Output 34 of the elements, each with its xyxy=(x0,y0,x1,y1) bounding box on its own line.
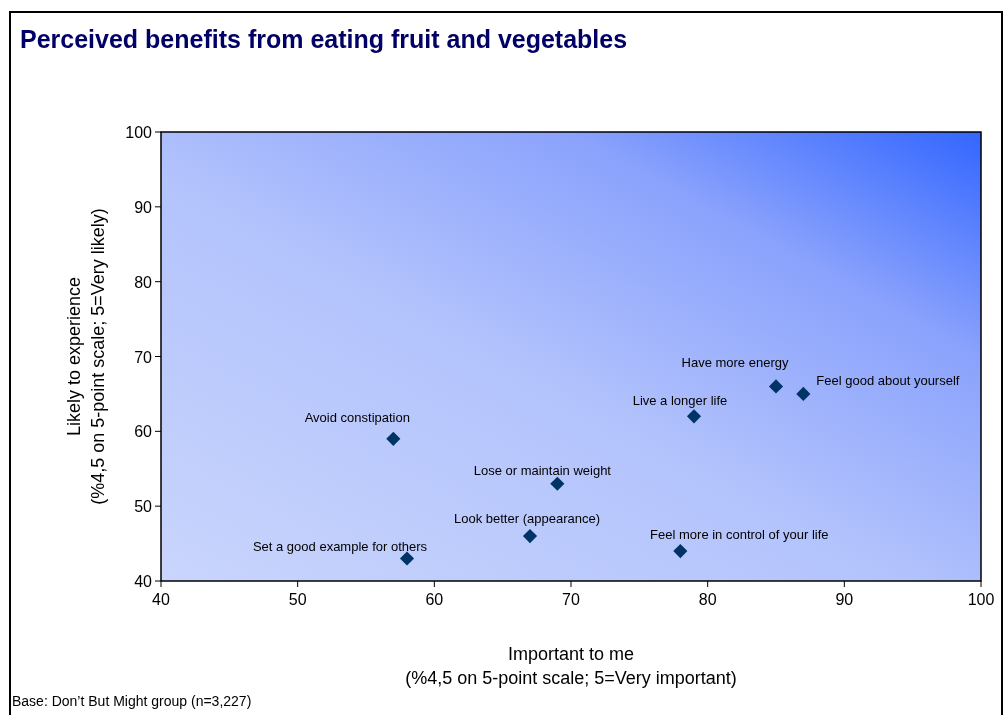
y-tick-label: 90 xyxy=(134,198,153,216)
y-tick-label: 40 xyxy=(134,573,153,590)
point xyxy=(399,551,415,566)
point xyxy=(768,379,784,394)
y-tick-label: 70 xyxy=(134,348,153,366)
point xyxy=(550,476,565,491)
x-tick-label: 100 xyxy=(967,591,995,608)
point xyxy=(522,529,538,544)
annotation: Avoid constipation xyxy=(304,409,410,425)
annotation: Live a longer life xyxy=(632,393,728,409)
x-tick-label: 70 xyxy=(562,591,580,608)
annotation: Feel good about yourself xyxy=(816,372,960,388)
point xyxy=(686,409,702,424)
x-tick-label: 80 xyxy=(698,591,717,608)
point xyxy=(796,386,811,401)
point xyxy=(673,544,688,559)
annotation: Set a good example for others xyxy=(252,538,428,554)
annotation: Look better (appearance) xyxy=(454,511,600,527)
x-tick-label: 90 xyxy=(835,591,854,608)
y-tick-label: 100 xyxy=(125,124,153,141)
annotation: Have more energy xyxy=(681,355,789,371)
x-axis-title: Important to me (%4,5 on 5-point scale; 5=Very important) xyxy=(405,644,737,688)
x-tick-label: 50 xyxy=(288,591,307,608)
y-tick-label: 50 xyxy=(134,498,153,516)
annotation: Feel more in control of your life xyxy=(650,527,829,543)
y-tick-label: 60 xyxy=(134,423,153,441)
y-tick-label: 80 xyxy=(134,273,153,291)
text: Base: Don’t But Might group (n=3,227) xyxy=(12,693,252,709)
x-tick-label: 40 xyxy=(152,591,170,608)
annotation: Lose or maintain weight xyxy=(473,462,612,478)
chart-title: Perceived benefits from eating fruit and vegetables xyxy=(20,25,628,53)
point xyxy=(386,431,401,446)
y-axis-title: Likely to experience (%4,5 on 5-point scale; 5=Very likely) xyxy=(64,208,108,505)
x-tick-label: 60 xyxy=(425,591,444,608)
